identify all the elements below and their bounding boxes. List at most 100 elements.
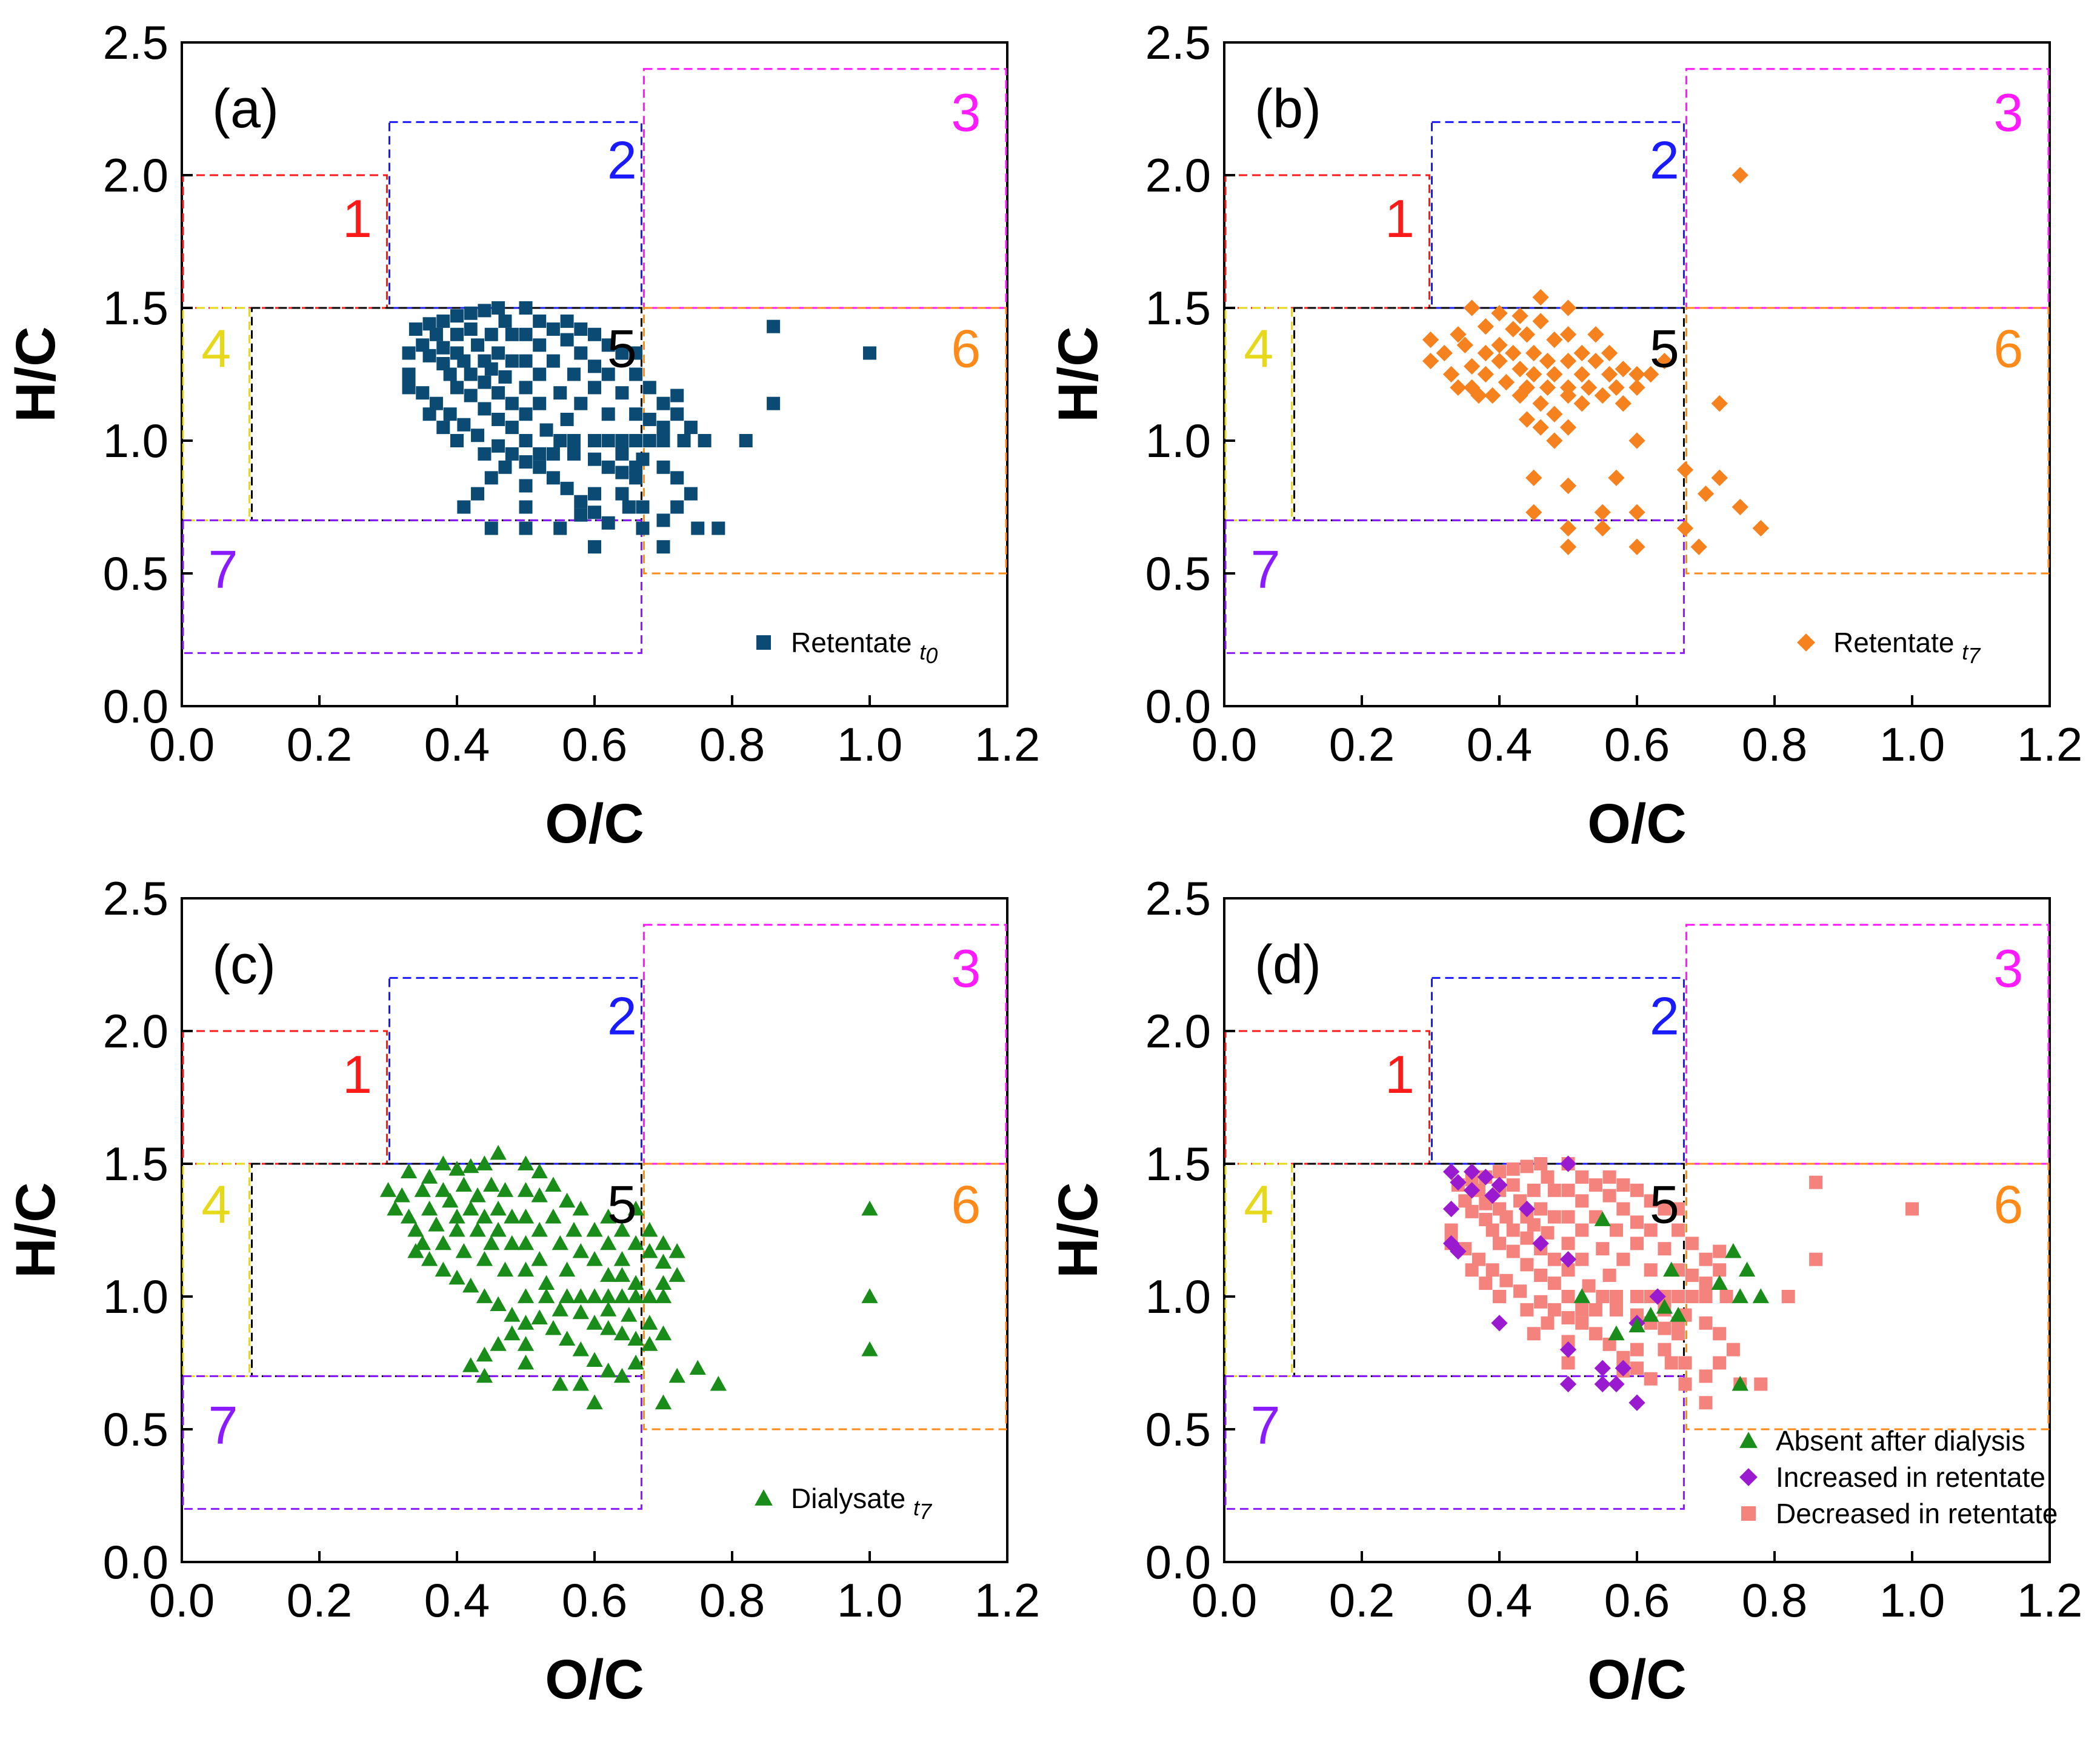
- data-point: [1573, 365, 1590, 383]
- data-point: [1670, 1307, 1687, 1322]
- region-box-3: [642, 924, 1007, 1165]
- data-point: [767, 319, 781, 333]
- data-point: [1809, 1175, 1823, 1189]
- data-point: [1559, 1155, 1577, 1172]
- panel-b: 1 2 3 4 5 6 7 (b) 0.0 0.2 0.4 0.6 0.8 1.0 1.2 0.0 0.5 1.0…: [1047, 16, 2082, 855]
- data-point: [538, 1275, 555, 1290]
- data-point: [1594, 387, 1611, 404]
- data-point: [1699, 1369, 1713, 1383]
- data-point: [436, 314, 450, 328]
- region-label-7: 7: [1251, 539, 1281, 599]
- data-point: [1752, 1288, 1769, 1303]
- data-point: [1559, 1375, 1577, 1393]
- data-point: [565, 1221, 582, 1237]
- data-point: [1458, 1194, 1472, 1208]
- data-point: [476, 1367, 493, 1383]
- data-point: [436, 421, 450, 435]
- y-axis-title: H/C: [1047, 326, 1109, 422]
- data-point: [1658, 1321, 1672, 1335]
- data-point: [498, 314, 512, 328]
- data-point: [422, 407, 436, 421]
- y-tick-label: 1.5: [103, 281, 168, 335]
- data-point: [600, 1363, 617, 1378]
- data-point: [1450, 379, 1467, 396]
- data-point: [588, 381, 601, 395]
- data-point: [483, 1177, 500, 1192]
- data-point: [1485, 1223, 1499, 1237]
- data-point: [552, 1235, 568, 1250]
- data-point: [1699, 1252, 1713, 1266]
- x-tick-label: 0.0: [1192, 1574, 1257, 1627]
- data-point: [615, 487, 629, 501]
- data-point: [1422, 352, 1439, 370]
- data-point: [462, 1158, 479, 1173]
- data-point: [1450, 326, 1467, 343]
- region-box-1: [182, 1030, 388, 1165]
- data-point: [629, 346, 643, 360]
- x-tick-label: 1.2: [975, 1574, 1040, 1627]
- data-point: [1732, 1288, 1748, 1303]
- region-label-1: 1: [1385, 1044, 1415, 1104]
- data-point: [1463, 299, 1481, 316]
- data-point: [1630, 1290, 1644, 1303]
- data-point: [1602, 1337, 1616, 1351]
- data-point: [1594, 1360, 1611, 1377]
- data-point: [1436, 344, 1453, 362]
- data-point: [586, 1352, 603, 1367]
- region-label-2: 2: [607, 986, 637, 1046]
- legend-marker: [755, 1489, 773, 1506]
- data-point: [641, 1336, 658, 1351]
- data-point: [588, 434, 601, 447]
- region-box-7: [182, 1375, 642, 1510]
- data-point: [1479, 1212, 1493, 1226]
- data-point: [435, 1182, 452, 1197]
- data-point: [496, 1182, 514, 1197]
- data-point: [670, 471, 684, 485]
- data-point: [1609, 1303, 1623, 1317]
- data-point: [1520, 1258, 1534, 1272]
- region-box-6: [642, 1163, 1007, 1430]
- data-point: [490, 1296, 507, 1312]
- x-tick-label: 0.8: [699, 1574, 765, 1627]
- data-point: [1642, 1307, 1659, 1322]
- data-point: [421, 1169, 438, 1184]
- data-point: [1596, 1242, 1610, 1256]
- data-point: [1527, 1327, 1541, 1341]
- panel-d: 1 2 3 4 5 6 7 (d) 0.0 0.2 0.4 0.6 0.8 1.0 1.2 0.0 0.5 1.0…: [1047, 872, 2082, 1711]
- x-axis-title: O/C: [1587, 1649, 1687, 1711]
- region-label-4: 4: [201, 1175, 231, 1235]
- y-tick-label: 2.5: [103, 872, 168, 925]
- data-point: [636, 521, 650, 535]
- legend: Dialysate t7: [755, 1483, 933, 1524]
- data-point: [519, 455, 533, 469]
- legend-subscript: t: [1962, 639, 1969, 664]
- data-point: [1506, 1244, 1520, 1258]
- data-point: [1575, 1303, 1589, 1317]
- data-point: [1518, 1200, 1536, 1218]
- x-tick-label: 0.4: [1467, 1574, 1532, 1627]
- data-point: [464, 306, 478, 320]
- x-tick-label: 0.4: [424, 1574, 490, 1627]
- data-point: [1465, 1204, 1479, 1218]
- data-point: [615, 386, 629, 400]
- data-point: [627, 1288, 644, 1303]
- data-point: [464, 367, 478, 381]
- data-point: [641, 1221, 658, 1237]
- data-point: [1450, 1243, 1467, 1260]
- data-point: [496, 1261, 514, 1277]
- data-point: [517, 1235, 535, 1250]
- data-point: [601, 460, 615, 474]
- data-point: [492, 412, 505, 426]
- data-point: [553, 386, 567, 400]
- data-point: [519, 479, 533, 493]
- data-point: [601, 367, 615, 381]
- data-point: [613, 1267, 631, 1282]
- data-point: [1534, 1157, 1548, 1170]
- data-point: [505, 447, 519, 461]
- x-tick-label: 0.2: [1329, 1574, 1395, 1627]
- data-point: [622, 500, 636, 514]
- data-point: [670, 389, 684, 402]
- y-tick-label: 1.0: [1145, 414, 1211, 467]
- region-label-2: 2: [1650, 130, 1679, 190]
- data-point: [861, 1341, 878, 1357]
